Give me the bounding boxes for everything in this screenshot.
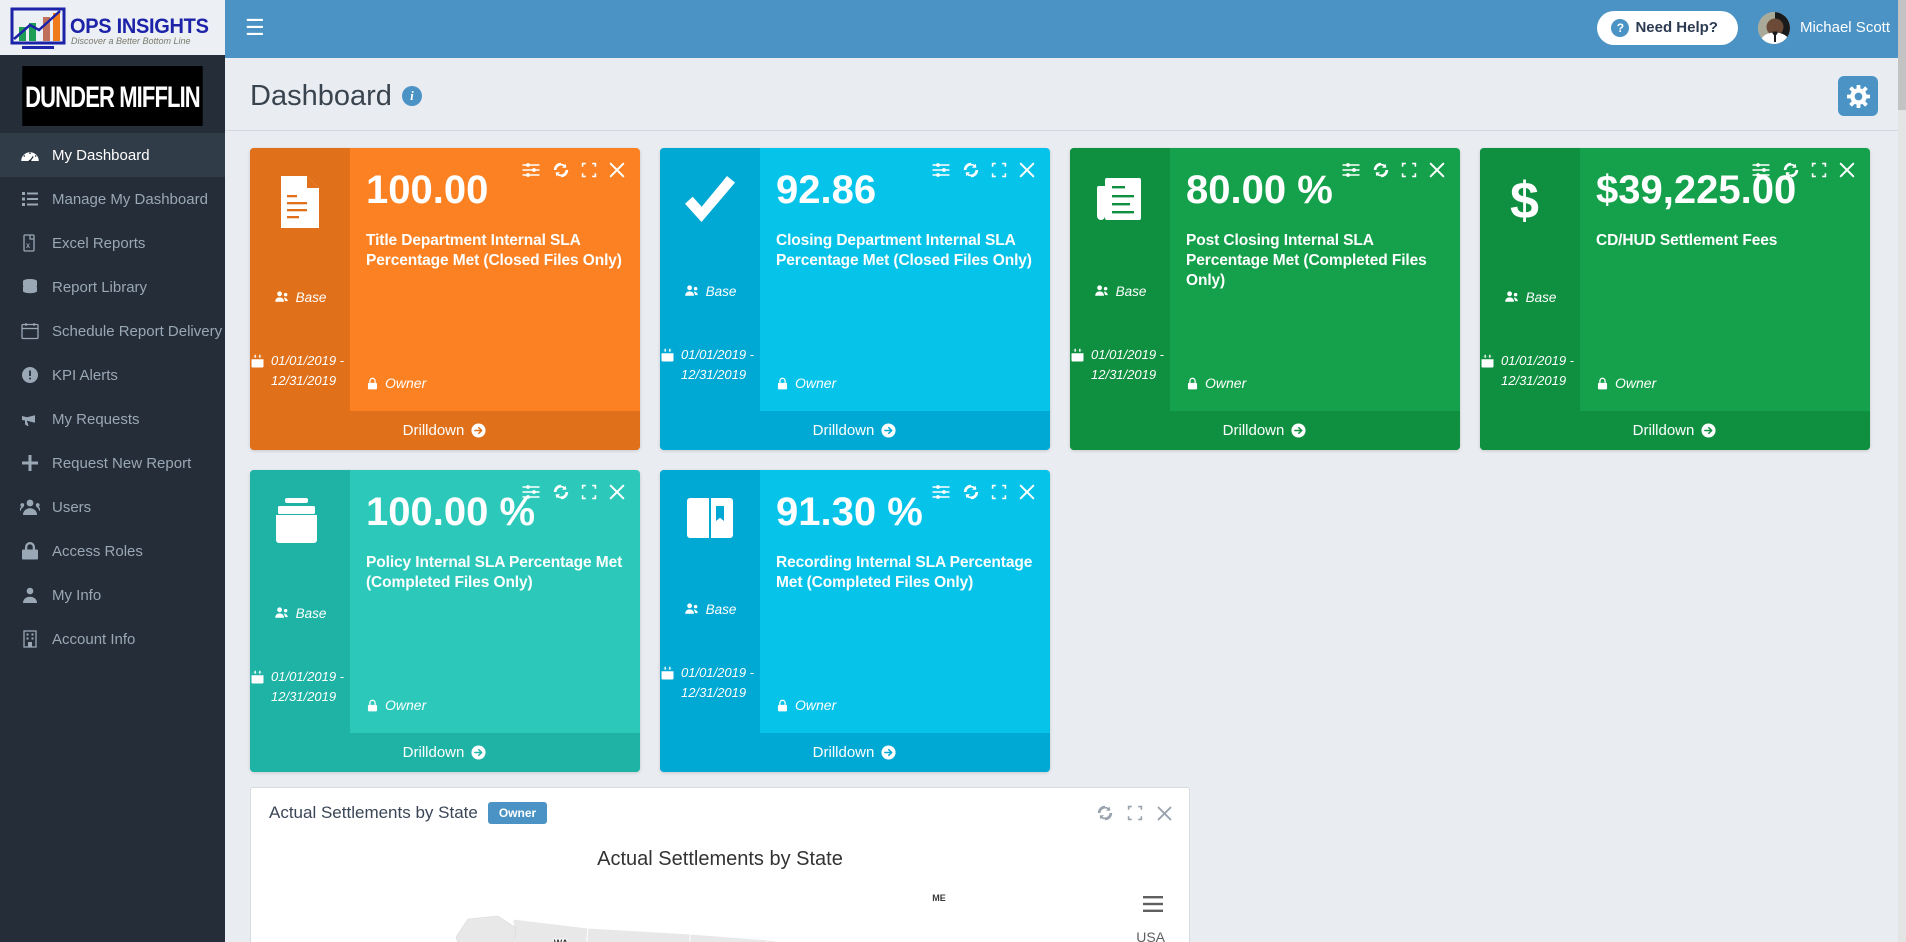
svg-text:ME: ME xyxy=(932,893,946,903)
svg-text:Discover a Better Bottom Line: Discover a Better Bottom Line xyxy=(71,36,191,46)
svg-text:WA: WA xyxy=(554,938,569,942)
svg-text:$: $ xyxy=(1510,176,1539,228)
svg-text:OPS INSIGHTS: OPS INSIGHTS xyxy=(70,14,209,38)
svg-text:X: X xyxy=(26,244,30,250)
